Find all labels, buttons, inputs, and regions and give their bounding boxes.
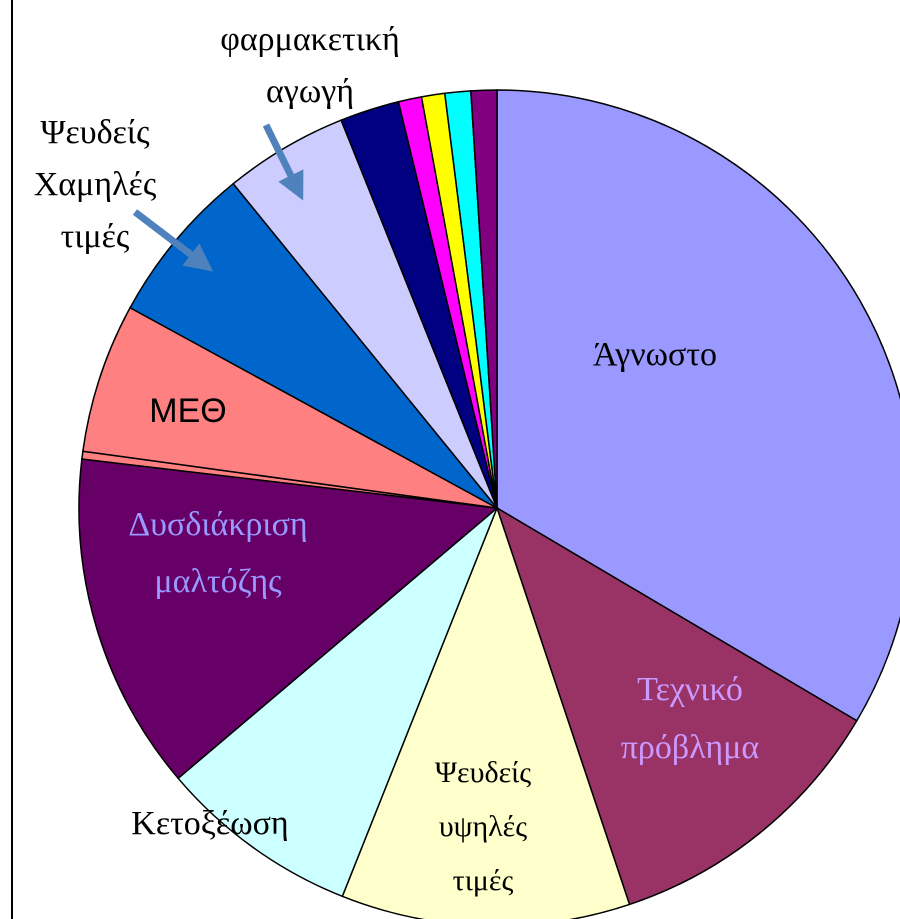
slice-label: ΜΕΘ xyxy=(149,392,226,430)
slice-label: Κετοξέωση xyxy=(131,805,288,842)
pie-slice xyxy=(341,505,631,919)
slice-label: φαρμακετική αγωγή xyxy=(220,21,400,110)
pie-slice xyxy=(82,306,498,509)
pie-slice xyxy=(496,89,900,722)
pie-slice xyxy=(470,89,498,509)
labels: Άγνωστο Τεχνικό πρόβλημα Ψευδείς υψηλές τιμές… xyxy=(34,21,760,897)
arrow xyxy=(132,209,214,272)
slice-label: Τεχνικό πρόβλημα xyxy=(621,671,760,766)
slice-label: Ψευδείς υψηλές τιμές xyxy=(435,756,531,897)
pie xyxy=(78,89,900,919)
slice-label: Δυσδιάκριση μαλτόζης xyxy=(128,506,307,600)
pie-slice xyxy=(177,507,498,898)
slice-label: Άγνωστο xyxy=(593,336,717,373)
pie-slice xyxy=(495,506,858,906)
slice-label: Ψευδείς Χαμηλές τιμές xyxy=(34,114,157,255)
pie-slice xyxy=(78,458,499,780)
arrow xyxy=(262,123,304,201)
